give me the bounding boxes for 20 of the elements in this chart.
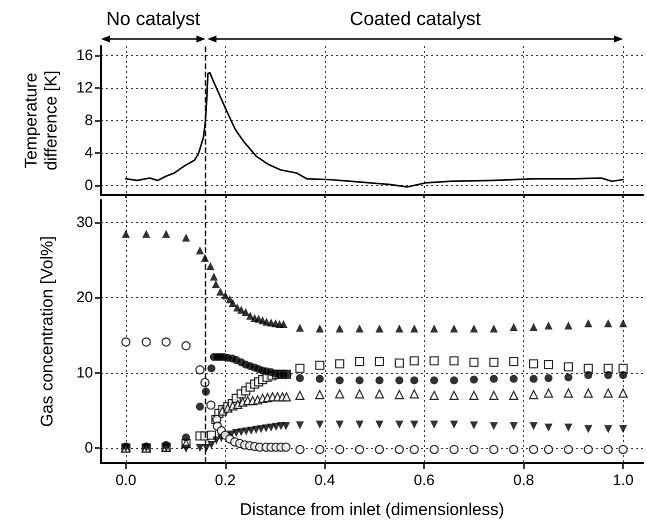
y-axis-title: Temperature difference [K] — [22, 70, 60, 170]
y-tick-label: 10 — [76, 364, 93, 382]
y-axis-title: Gas concentration [Vol%] — [38, 236, 56, 427]
x-tick-label: 0.6 — [414, 472, 435, 489]
y-tick-label: 0 — [84, 439, 93, 456]
text: No catalyst — [106, 9, 200, 31]
x-tick-label: 0.2 — [214, 472, 236, 489]
y-tick-label: 16 — [76, 47, 93, 64]
x-axis-title: Distance from inlet (dimensionless) — [240, 500, 504, 519]
x-tick-label: 0.8 — [513, 472, 534, 489]
x-tick-label: 1.0 — [612, 472, 634, 489]
y-tick-label: 30 — [76, 214, 93, 232]
y-tick-label: 12 — [76, 80, 93, 97]
x-tick-label: 0.4 — [314, 472, 336, 489]
y-tick-label: 0 — [84, 176, 93, 194]
text: Coated catalyst — [350, 9, 481, 31]
x-tick-label: 0.0 — [115, 472, 136, 489]
y-tick-label: 20 — [76, 289, 93, 306]
y-tick-label: 8 — [84, 112, 93, 129]
y-tick-label: 4 — [84, 144, 93, 162]
